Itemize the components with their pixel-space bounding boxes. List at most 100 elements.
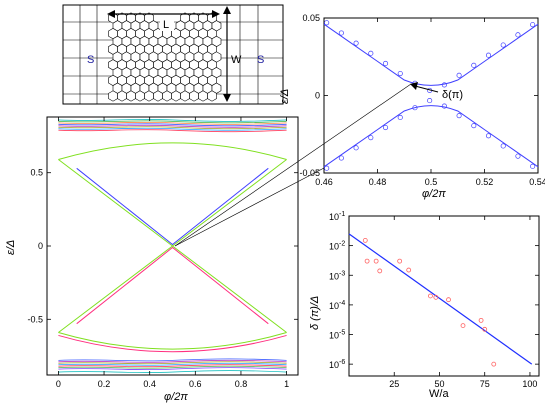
y-tick-label: 0.5 xyxy=(30,168,43,178)
data-point xyxy=(460,323,466,328)
zoom-marker xyxy=(338,155,344,161)
main-plot: 0 0.2 0.4 0.6 0.8 1 0.5 0 -0.5 φ/2π ε/Δ xyxy=(5,116,299,403)
decay-x-ticks: 25 50 75 100 xyxy=(389,216,537,389)
spectrum-line xyxy=(58,159,287,247)
y-tick-label: 10-6 xyxy=(329,359,345,370)
main-series xyxy=(58,142,287,353)
zoom-marker xyxy=(515,153,521,159)
zoom-marker xyxy=(441,103,447,109)
data-point xyxy=(433,294,439,300)
length-label: L xyxy=(163,19,169,31)
data-point xyxy=(428,293,433,299)
decay-plot-frame xyxy=(348,215,540,377)
zoom-marker xyxy=(485,52,492,58)
y-tick-label: -0.05 xyxy=(299,168,320,178)
decay-fit-line xyxy=(348,233,533,365)
y-tick-label: 10-4 xyxy=(329,300,345,311)
bulk-band-line xyxy=(58,358,287,362)
annotation-arrow xyxy=(410,82,439,93)
schematic: L W S S xyxy=(62,4,284,105)
bulk-band-line xyxy=(58,126,287,130)
bulk-band-line xyxy=(58,362,287,366)
decay-x-axis-label: W/a xyxy=(429,388,449,400)
schematic-grid xyxy=(63,5,283,104)
zoom-marker xyxy=(441,82,447,88)
x-tick-label: 100 xyxy=(522,379,537,389)
hexagon-cell xyxy=(108,90,118,102)
bulk-band-line xyxy=(58,127,287,131)
zoom-marker xyxy=(382,124,389,131)
x-tick-label: 50 xyxy=(434,379,444,389)
data-point xyxy=(446,297,451,303)
hexagon-cell xyxy=(198,90,208,102)
spectrum-line xyxy=(58,245,287,333)
zoom-marker xyxy=(471,62,477,68)
zoom-x-axis-label: φ/2π xyxy=(422,188,446,200)
zoom-marker xyxy=(500,42,506,48)
zoom-marker xyxy=(530,163,536,169)
y-tick-label: 10-5 xyxy=(329,330,345,341)
bulk-band-line xyxy=(58,124,287,128)
bulk-band-line xyxy=(58,129,287,133)
x-tick-label: 0.5 xyxy=(425,177,438,187)
hexagon-cell xyxy=(135,90,145,102)
data-point xyxy=(373,258,379,264)
spectrum-line xyxy=(76,167,269,246)
x-tick-label: 1 xyxy=(284,379,289,389)
zoom-marker xyxy=(471,123,477,129)
data-point xyxy=(482,326,488,332)
x-tick-label: 0.8 xyxy=(235,379,248,389)
schematic-hexagon-lattice xyxy=(108,12,222,102)
x-tick-label: 0.48 xyxy=(369,177,387,187)
zoom-marker xyxy=(456,113,462,119)
gap-annotation: δ(π) xyxy=(442,89,463,101)
zoom-line xyxy=(323,23,539,86)
zoom-marker xyxy=(397,70,403,77)
hexagon-cell xyxy=(162,90,172,102)
zoom-marker xyxy=(485,133,492,139)
x-tick-label: 75 xyxy=(480,379,490,389)
zoom-marker xyxy=(515,32,521,38)
data-point xyxy=(491,361,497,367)
zoom-marker xyxy=(353,145,359,151)
hexagon-cell xyxy=(126,90,136,102)
width-arrow xyxy=(223,6,231,102)
main-x-ticks: 0 0.2 0.4 0.6 0.8 1 xyxy=(56,117,289,389)
zoom-marker xyxy=(456,72,462,78)
hexagon-cell xyxy=(189,90,199,102)
y-tick-label: 0 xyxy=(38,241,43,251)
y-tick-label: 10-3 xyxy=(329,270,345,281)
spectrum-line xyxy=(76,246,269,325)
decay-y-axis-label: δ (π)/Δ xyxy=(309,296,321,330)
zoom-marker xyxy=(338,30,344,36)
main-y-ticks: 0.5 0 -0.5 xyxy=(27,168,298,324)
data-point xyxy=(364,258,370,264)
spectrum-line xyxy=(58,142,287,160)
x-tick-label: 0.2 xyxy=(98,379,111,389)
x-tick-label: 25 xyxy=(389,379,399,389)
main-bulk-bands xyxy=(58,118,287,374)
hexagon-cell xyxy=(144,90,154,102)
bulk-band-line xyxy=(58,118,287,122)
zoom-marker xyxy=(530,22,536,28)
zoom-line xyxy=(323,105,539,168)
bulk-band-line xyxy=(58,121,287,125)
data-point xyxy=(397,258,403,264)
y-tick-label: 10-1 xyxy=(329,211,345,222)
zoom-marker xyxy=(324,165,330,171)
zoom-plot: 0.46 0.48 0.5 0.52 0.54 0.050-0.05 φ/2π ε/Δ … xyxy=(279,13,545,200)
y-tick-label: 10-2 xyxy=(329,241,345,252)
bulk-band-line xyxy=(58,365,287,369)
y-tick-label: -0.5 xyxy=(27,314,43,324)
zoom-marker xyxy=(382,60,389,67)
length-arrow xyxy=(107,10,220,18)
decay-points xyxy=(362,238,497,367)
bulk-band-line xyxy=(58,120,287,124)
bulk-band-line xyxy=(58,364,287,368)
zoom-marker xyxy=(397,114,403,121)
hexagon-cell xyxy=(153,90,163,102)
zoom-marker xyxy=(412,105,418,111)
bulk-band-line xyxy=(58,123,287,127)
superconductor-label-right: S xyxy=(257,54,264,66)
